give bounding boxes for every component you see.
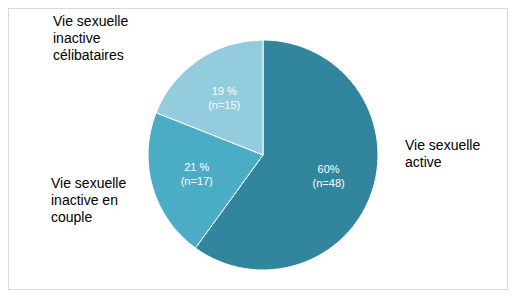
html-text:Vie sexuelle inactive en coupl: Vie sexuelle inactive en couple [51, 175, 127, 225]
svg-text:60%(n=48): 60%(n=48) [313, 163, 345, 189]
svg-text:21 %(n=17): 21 %(n=17) [181, 161, 213, 187]
svg-text:19 %(n=15): 19 %(n=15) [208, 85, 240, 111]
html-text:Vie sexuelle inactive célibata: Vie sexuelle inactive célibataires [53, 13, 129, 63]
html-text:Vie sexuelle active: Vie sexuelle active [405, 137, 481, 170]
